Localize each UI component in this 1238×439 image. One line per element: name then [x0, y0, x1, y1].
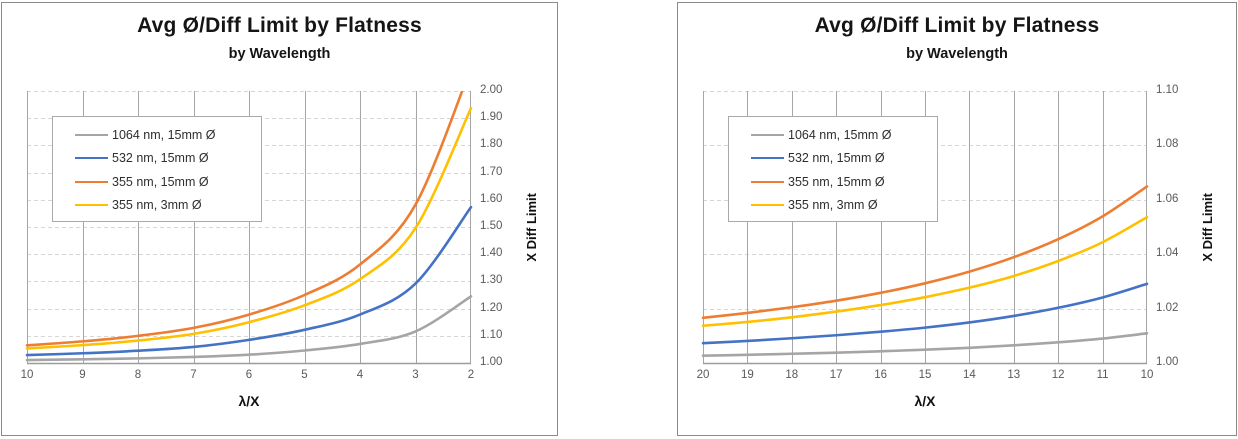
x-tick-label: 16 — [874, 369, 887, 381]
y-tick-label: 1.80 — [480, 138, 503, 151]
y-tick-label: 2.00 — [480, 84, 503, 96]
legend-item-label: 355 nm, 15mm Ø — [788, 174, 885, 189]
legend-item: 1064 nm, 15mm Ø — [751, 123, 937, 147]
series-line-1 — [25, 205, 473, 357]
series-lines — [701, 185, 1149, 357]
series-line-2 — [25, 91, 464, 347]
y-tick-label: 1.70 — [480, 165, 503, 178]
x-tick-label: 10 — [20, 369, 34, 381]
chart-title: Avg Ø/Diff Limit by Flatness — [814, 14, 1100, 37]
legend-item-label: 355 nm, 3mm Ø — [788, 198, 878, 213]
legend-line-swatch — [75, 133, 108, 136]
x-tick-label: 12 — [1051, 369, 1065, 381]
y-tick-label: 1.10 — [480, 328, 503, 341]
legend: 1064 nm, 15mm Ø 532 nm, 15mm Ø 355 nm, 15m… — [728, 116, 938, 222]
series-line-0 — [25, 295, 473, 362]
x-tick-label: 7 — [190, 369, 197, 381]
y-tick-label: 1.20 — [480, 301, 503, 314]
legend-item: 532 nm, 15mm Ø — [75, 147, 261, 171]
chart-subtitle: by Wavelength — [906, 46, 1008, 62]
legend-line-swatch — [75, 157, 108, 160]
x-tick-label: 13 — [1007, 369, 1021, 381]
x-tick-label: 8 — [134, 369, 142, 381]
series-line-3 — [701, 215, 1149, 328]
legend-item-label: 1064 nm, 15mm Ø — [112, 127, 216, 142]
y-tick-label: 1.40 — [480, 247, 503, 260]
legend-line-swatch — [751, 133, 784, 136]
chart-title: Avg Ø/Diff Limit by Flatness — [137, 14, 422, 37]
series-line-0 — [701, 332, 1149, 357]
legend-item-label: 1064 nm, 15mm Ø — [788, 127, 892, 142]
x-axis-title: λ/X — [914, 393, 936, 409]
x-tick-label: 17 — [829, 369, 843, 381]
y-tick-label: 1.00 — [1156, 356, 1179, 368]
y-tick-label: 1.04 — [1156, 247, 1179, 260]
y-tick-label: 1.06 — [1156, 192, 1179, 205]
series-line-2 — [701, 185, 1149, 320]
legend-item-label: 355 nm, 3mm Ø — [112, 198, 202, 213]
legend-line-swatch — [751, 157, 784, 160]
x-tick-label: 3 — [412, 369, 419, 381]
y-axis-title: X Diff Limit — [1199, 192, 1215, 262]
x-tick-label: 4 — [356, 369, 364, 381]
y-tick-label: 1.08 — [1156, 138, 1179, 151]
x-tick-label: 2 — [467, 369, 475, 381]
y-tick-label: 1.50 — [480, 220, 503, 232]
y-tick-label: 1.90 — [480, 111, 503, 124]
y-tick-label: 1.60 — [480, 192, 503, 205]
legend-line-swatch — [75, 180, 108, 183]
y-tick-label: 1.30 — [480, 274, 503, 287]
x-axis-title: λ/X — [238, 393, 260, 409]
chart-card-right[interactable]: Avg Ø/Diff Limit by Flatness by Waveleng… — [677, 2, 1237, 436]
legend-item: 355 nm, 3mm Ø — [751, 194, 937, 218]
series-line-3 — [25, 106, 473, 350]
legend-item-label: 532 nm, 15mm Ø — [788, 151, 885, 166]
legend-item-label: 355 nm, 15mm Ø — [112, 174, 209, 189]
x-tick-label: 6 — [245, 369, 253, 381]
legend-item-label: 532 nm, 15mm Ø — [112, 151, 209, 166]
legend-item: 1064 nm, 15mm Ø — [75, 123, 261, 147]
x-tick-label: 15 — [918, 369, 932, 381]
legend-item: 532 nm, 15mm Ø — [751, 147, 937, 171]
legend-line-swatch — [75, 204, 108, 207]
x-tick-label: 5 — [301, 369, 308, 381]
legend-line-swatch — [751, 204, 784, 207]
legend: 1064 nm, 15mm Ø 532 nm, 15mm Ø 355 nm, 15m… — [52, 116, 262, 222]
series-line-1 — [701, 282, 1149, 345]
x-tick-label: 18 — [785, 369, 799, 381]
x-tick-label: 20 — [696, 369, 710, 381]
series-lines — [25, 91, 473, 362]
legend-item: 355 nm, 15mm Ø — [75, 170, 261, 194]
y-axis-title: X Diff Limit — [523, 192, 539, 262]
chart-card-left[interactable]: Avg Ø/Diff Limit by Flatness by Waveleng… — [1, 2, 558, 436]
legend-item: 355 nm, 15mm Ø — [751, 170, 937, 194]
legend-item: 355 nm, 3mm Ø — [75, 194, 261, 218]
x-tick-label: 11 — [1096, 369, 1109, 381]
x-tick-label: 9 — [79, 369, 86, 381]
x-tick-label: 14 — [962, 369, 976, 381]
chart-subtitle: by Wavelength — [228, 46, 331, 62]
legend-line-swatch — [751, 180, 784, 183]
y-tick-label: 1.02 — [1156, 301, 1179, 314]
y-tick-label: 1.00 — [480, 356, 503, 368]
x-tick-label: 19 — [740, 369, 754, 381]
y-tick-label: 1.10 — [1156, 84, 1179, 96]
x-tick-label: 10 — [1140, 369, 1154, 381]
